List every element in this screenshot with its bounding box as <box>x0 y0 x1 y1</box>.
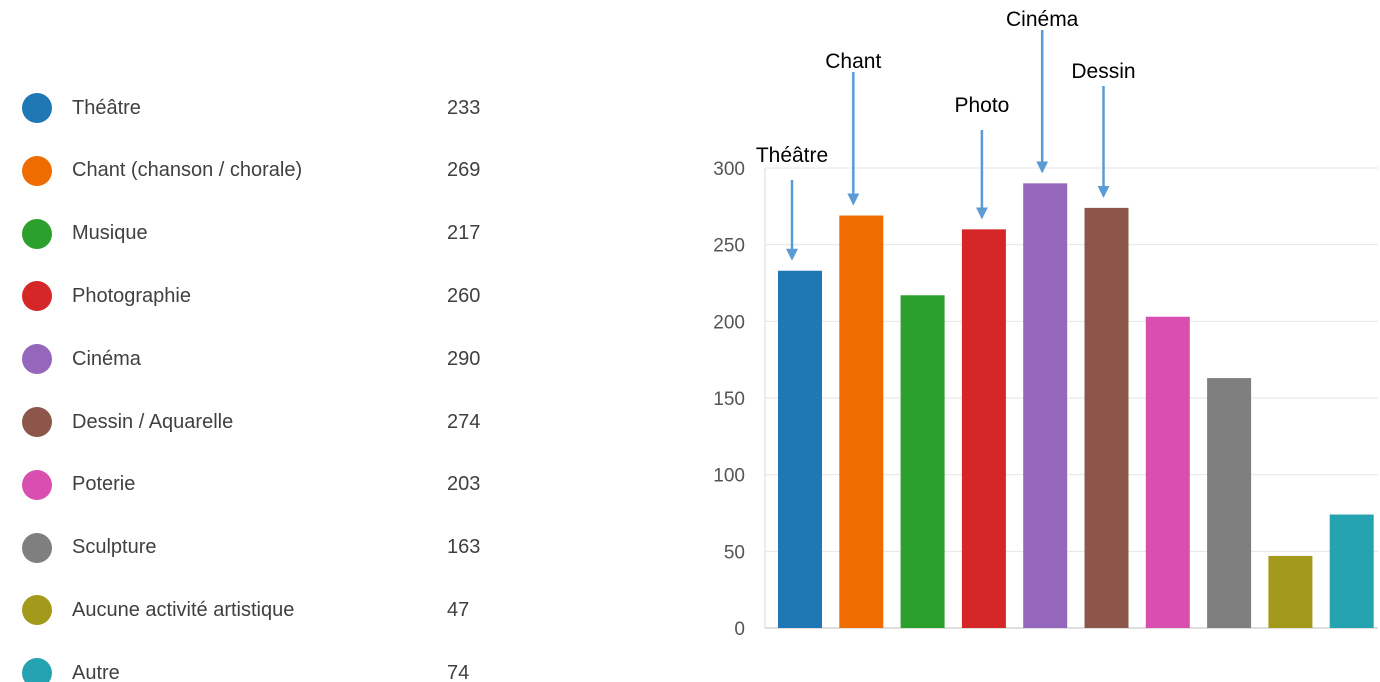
legend-value: 269 <box>447 159 481 182</box>
legend-item-musique: Musique 217 <box>22 217 492 251</box>
bar-poterie <box>1145 316 1190 628</box>
legend-swatch <box>22 93 52 123</box>
legend-label: Chant (chanson / chorale) <box>72 159 303 182</box>
legend-label: Autre <box>72 661 120 682</box>
annotation-label-theatre: Théâtre <box>756 144 828 167</box>
legend-value: 260 <box>447 284 481 307</box>
legend-value: 47 <box>447 598 470 621</box>
annotation-label-chant: Chant <box>825 50 881 73</box>
legend-value: 274 <box>447 410 481 433</box>
legend-label: Théâtre <box>72 96 141 119</box>
legend-value: 74 <box>447 661 470 682</box>
legend-item-autre: Autre 74 <box>22 656 492 682</box>
legend-label: Cinéma <box>72 347 141 370</box>
legend-item-theatre: Théâtre 233 <box>22 91 492 125</box>
y-tick-label: 250 <box>713 236 745 257</box>
legend-label: Musique <box>72 222 148 245</box>
legend-label: Sculpture <box>72 536 157 559</box>
legend-swatch <box>22 218 52 249</box>
legend-swatch <box>22 407 52 437</box>
bar-chant-chanson-chorale <box>839 215 884 629</box>
legend-swatch <box>22 155 52 186</box>
legend-label: Aucune activité artistique <box>72 598 295 621</box>
bar-autre <box>1329 514 1374 628</box>
legend-item-cinema: Cinéma 290 <box>22 342 492 376</box>
legend-swatch <box>22 658 52 682</box>
y-tick-label: 50 <box>724 542 745 563</box>
bar-cinema <box>1023 183 1068 629</box>
legend: Théâtre 233 Chant (chanson / chorale) 269 Mu… <box>0 0 600 682</box>
y-axis: 0 50 100 150 200 250 300 <box>713 159 1378 640</box>
legend-item-sculpture: Sculpture 163 <box>22 531 492 565</box>
y-tick-label: 100 <box>713 466 745 487</box>
y-tick-label: 0 <box>734 619 745 640</box>
y-tick-label: 200 <box>713 312 745 333</box>
bar-aucune-activite-artistique <box>1268 555 1313 628</box>
legend-swatch <box>22 595 52 626</box>
legend-label: Dessin / Aquarelle <box>72 410 234 433</box>
bar-musique <box>900 295 945 628</box>
bar-photographie <box>961 229 1006 629</box>
bar-dessin-aquarelle <box>1084 207 1129 628</box>
legend-label: Poterie <box>72 473 136 496</box>
legend-swatch <box>22 532 52 563</box>
legend-value: 233 <box>447 96 481 119</box>
legend-item-poterie: Poterie 203 <box>22 468 492 502</box>
y-tick-label: 150 <box>713 389 745 410</box>
annotation-label-cinema: Cinéma <box>1006 8 1079 31</box>
legend-swatch <box>22 469 52 500</box>
legend-item-aucune-activite-artistique: Aucune activité artistique 47 <box>22 593 492 627</box>
legend-swatch <box>22 281 52 312</box>
legend-label: Photographie <box>72 284 191 307</box>
legend-item-dessin-aquarelle: Dessin / Aquarelle 274 <box>22 405 492 439</box>
legend-value: 203 <box>447 473 481 496</box>
bar-theatre <box>778 270 822 628</box>
annotation-label-photo: Photo <box>954 94 1009 117</box>
legend-item-photographie: Photographie 260 <box>22 279 492 313</box>
bar-sculpture <box>1207 378 1252 628</box>
legend-swatch <box>22 344 52 375</box>
annotations: Théâtre Chant Photo Cinéma Dessin <box>756 8 1136 261</box>
legend-value: 217 <box>447 222 481 245</box>
legend-item-chant-chanson-chorale: Chant (chanson / chorale) 269 <box>22 154 492 188</box>
annotation-label-dessin: Dessin <box>1071 60 1135 83</box>
legend-value: 163 <box>447 536 481 559</box>
bars <box>778 183 1374 629</box>
legend-value: 290 <box>447 347 481 370</box>
y-tick-label: 300 <box>713 159 745 180</box>
